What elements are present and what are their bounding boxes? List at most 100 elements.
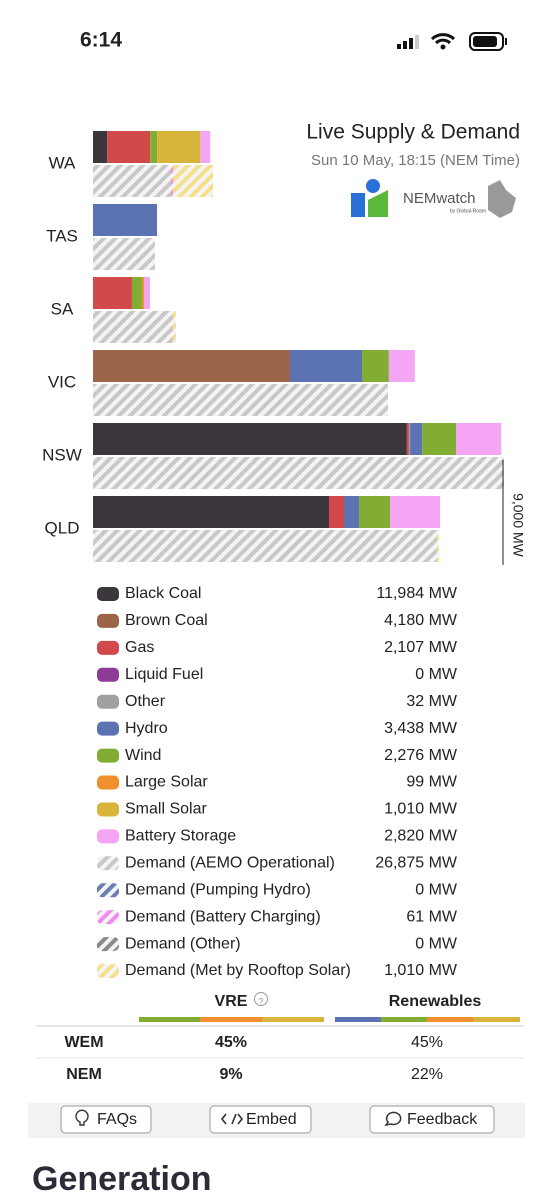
supply-segment xyxy=(107,131,151,163)
supply-segment xyxy=(456,423,502,455)
region-label: SA xyxy=(51,299,74,318)
legend-swatch xyxy=(97,721,119,736)
row-label: WEM xyxy=(64,1034,103,1051)
supply-segment xyxy=(406,423,409,455)
legend-label: Hydro xyxy=(125,720,168,737)
legend-swatch xyxy=(97,775,119,790)
button-faqs[interactable]: FAQs xyxy=(97,1111,137,1128)
demand-segment xyxy=(93,165,171,197)
legend-swatch xyxy=(97,937,119,952)
button-feedback[interactable]: Feedback xyxy=(407,1111,478,1128)
legend-label: Other xyxy=(125,693,166,710)
chart-title: Live Supply & Demand xyxy=(306,121,520,144)
supply-segment xyxy=(290,350,363,382)
supply-segment xyxy=(93,204,158,236)
legend-total: 26,875 MW xyxy=(375,855,458,872)
legend-total: 1,010 MW xyxy=(384,801,458,818)
table-decor xyxy=(28,992,525,1138)
legend-total: 11,984 MW xyxy=(376,585,458,602)
cell: 22% xyxy=(411,1066,443,1083)
legend-swatch xyxy=(97,856,119,871)
supply-segment xyxy=(410,423,423,455)
region-label: NSW xyxy=(42,445,82,464)
legend-label: Brown Coal xyxy=(125,612,208,629)
supply-segment xyxy=(200,131,211,163)
supply-segment xyxy=(328,496,345,528)
legend-swatch xyxy=(97,640,119,655)
legend-swatch xyxy=(97,964,119,979)
cell: 45% xyxy=(411,1034,443,1051)
legend-swatch xyxy=(97,748,119,763)
supply-segment xyxy=(150,131,158,163)
legend-swatch xyxy=(97,829,119,844)
legend-total: 0 MW xyxy=(415,881,458,898)
legend-total: 2,107 MW xyxy=(384,639,458,656)
legend-swatch xyxy=(97,613,119,628)
legend-total: 3,438 MW xyxy=(384,720,458,737)
supply-segment xyxy=(93,423,407,455)
demand-segment xyxy=(93,311,173,343)
help-icon[interactable]: ? xyxy=(258,996,263,1006)
button-embed[interactable]: Embed xyxy=(246,1111,297,1128)
legend-label: Liquid Fuel xyxy=(125,666,203,683)
legend-total: 61 MW xyxy=(406,908,458,925)
supply-segment xyxy=(359,496,391,528)
demand-segment xyxy=(172,311,176,343)
legend-label: Demand (Pumping Hydro) xyxy=(125,881,311,898)
legend-total: 4,180 MW xyxy=(384,612,458,629)
legend-label: Wind xyxy=(125,747,161,764)
legend-total: 2,820 MW xyxy=(384,828,458,845)
legend-label: Demand (Met by Rooftop Solar) xyxy=(125,962,351,979)
legend-swatch xyxy=(97,802,119,817)
supply-segment xyxy=(390,496,441,528)
status-time: 6:14 xyxy=(80,29,122,52)
region-label: VIC xyxy=(48,372,76,391)
status-icons xyxy=(397,32,507,51)
legend-label: Black Coal xyxy=(125,585,201,602)
supply-segment xyxy=(344,496,360,528)
legend-total: 32 MW xyxy=(406,693,458,710)
legend-total: 0 MW xyxy=(415,666,458,683)
cell: 9% xyxy=(219,1066,242,1083)
region-label: QLD xyxy=(45,518,80,537)
legend-label: Battery Storage xyxy=(125,828,236,845)
legend-total: 0 MW xyxy=(415,935,458,952)
legend-label: Large Solar xyxy=(125,774,208,791)
legend-swatch xyxy=(97,667,119,682)
demand-segment xyxy=(172,165,214,197)
supply-segment xyxy=(93,131,108,163)
demand-segment xyxy=(93,530,437,562)
section-heading: Generation xyxy=(32,1160,211,1198)
region-label: TAS xyxy=(46,226,78,245)
demand-segment xyxy=(170,165,173,197)
legend-label: Demand (AEMO Operational) xyxy=(125,855,335,872)
legend-swatch xyxy=(97,910,119,925)
supply-segment xyxy=(388,350,415,382)
chart: WA TAS SA VIC NSW QLD 9,000 MW xyxy=(42,131,526,565)
legend-label: Gas xyxy=(125,639,154,656)
supply-segment xyxy=(157,131,201,163)
table-header: VRE xyxy=(215,993,248,1010)
legend-total: 99 MW xyxy=(406,774,458,791)
legend-label: Demand (Other) xyxy=(125,935,241,952)
demand-segment xyxy=(93,384,388,416)
supply-segment xyxy=(131,277,142,309)
logo xyxy=(351,179,516,218)
supply-segment xyxy=(422,423,457,455)
chart-subtitle: Sun 10 May, 18:15 (NEM Time) xyxy=(311,152,520,169)
legend-swatch xyxy=(97,587,119,601)
legend-swatch xyxy=(97,694,119,709)
cell: 45% xyxy=(215,1034,247,1051)
logo-tagline: by Global-Roam xyxy=(450,208,486,214)
legend-total: 1,010 MW xyxy=(384,962,458,979)
supply-segment xyxy=(408,423,411,455)
legend-label: Small Solar xyxy=(125,801,207,818)
logo-name: NEMwatch xyxy=(403,190,476,207)
supply-segment xyxy=(93,277,132,309)
table-header: Renewables xyxy=(389,993,482,1010)
supply-segment xyxy=(141,277,145,309)
legend: Black Coal 11,984 MW Brown Coal 4,180 MW Gas… xyxy=(97,585,458,979)
demand-segment xyxy=(93,457,504,489)
